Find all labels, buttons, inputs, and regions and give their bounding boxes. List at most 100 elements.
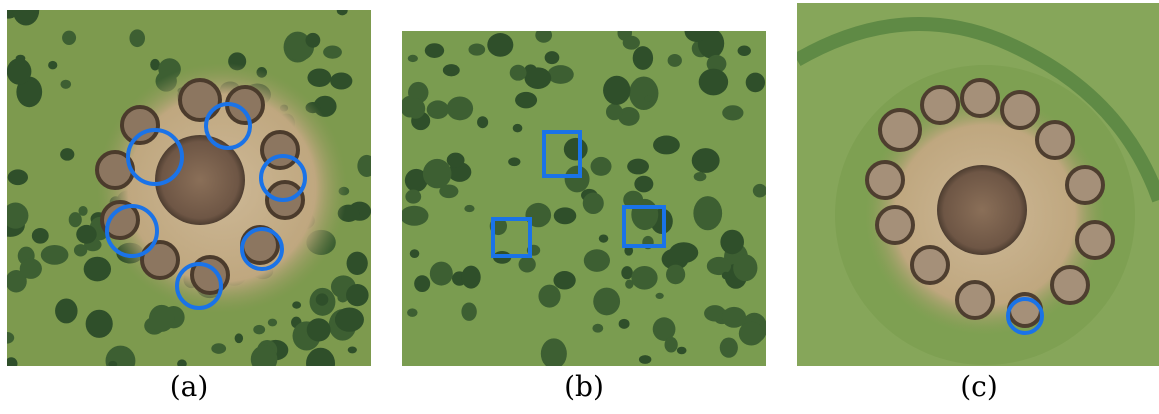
tree [427, 100, 449, 119]
tree [347, 252, 368, 275]
tree [639, 355, 651, 364]
tree [746, 73, 765, 93]
panel-b-image [400, 20, 767, 369]
tree [564, 138, 588, 161]
tree [447, 153, 465, 168]
tree [430, 262, 453, 286]
tree [60, 80, 71, 89]
tree [292, 301, 301, 308]
tree [593, 288, 620, 316]
tree [720, 338, 738, 358]
tree [668, 54, 682, 67]
tree [461, 266, 480, 289]
tree [106, 346, 136, 376]
tree [316, 293, 329, 305]
tree [692, 148, 720, 173]
tree [591, 157, 612, 176]
tree [665, 337, 678, 353]
tree [84, 257, 111, 282]
tree [149, 305, 174, 332]
tree [55, 298, 77, 323]
tree [407, 308, 417, 317]
figure: (a) (b) (c) [0, 0, 1159, 414]
tree [129, 29, 145, 47]
tree [677, 347, 687, 355]
tree [423, 159, 452, 188]
tree [699, 69, 728, 96]
tree [400, 206, 428, 226]
tree [7, 58, 32, 85]
tree [5, 357, 18, 370]
tree [656, 293, 664, 299]
tree [357, 155, 376, 177]
tree [251, 345, 278, 373]
tree [669, 242, 698, 263]
tree [20, 258, 42, 278]
tree [307, 68, 331, 87]
tree [253, 325, 265, 335]
tree [108, 361, 117, 368]
tree [307, 318, 331, 341]
tree [553, 271, 575, 290]
tree [738, 46, 751, 56]
tree [469, 44, 486, 56]
tree [685, 20, 709, 42]
tree [32, 228, 49, 244]
tree [519, 256, 536, 272]
tree [406, 98, 425, 118]
tree [323, 46, 342, 59]
tree [722, 307, 746, 328]
tree [306, 348, 335, 379]
panel-c-image [797, 3, 1159, 366]
tree [538, 285, 560, 308]
tree [584, 249, 610, 272]
tree [447, 96, 473, 120]
tree [268, 319, 277, 327]
tree [623, 36, 640, 50]
tree [461, 302, 476, 320]
tree [346, 284, 369, 306]
tree [606, 103, 623, 120]
tree [541, 338, 567, 369]
tree [508, 157, 520, 166]
tree [464, 205, 474, 212]
tree [3, 202, 29, 228]
tree [425, 43, 444, 58]
tree [524, 67, 551, 89]
tree [330, 73, 352, 90]
tree [694, 172, 707, 181]
tree [410, 249, 419, 258]
tree [653, 135, 680, 154]
tree [554, 207, 577, 224]
tree [565, 166, 590, 193]
tree [405, 190, 421, 204]
tree [515, 92, 537, 108]
tree [335, 307, 364, 331]
tree [631, 266, 657, 290]
tree [739, 322, 764, 346]
tree [722, 272, 730, 280]
tree [510, 65, 527, 81]
tree [348, 346, 357, 353]
tree [583, 193, 604, 214]
tree [306, 33, 321, 48]
tree [720, 230, 744, 254]
tree [60, 148, 74, 161]
tree [592, 324, 603, 333]
tree [487, 33, 513, 57]
panel-a-image [0, 0, 376, 379]
tree [547, 65, 573, 84]
tree [62, 31, 76, 45]
tree [644, 95, 652, 101]
tree [599, 234, 608, 242]
tree [443, 64, 460, 76]
tree [733, 254, 757, 281]
tree [621, 266, 633, 279]
tree [86, 310, 113, 338]
tree [629, 77, 658, 111]
tree [69, 212, 82, 227]
tree [535, 28, 552, 43]
tree [41, 245, 69, 265]
tree [666, 265, 685, 285]
caption: (b) [564, 370, 604, 403]
